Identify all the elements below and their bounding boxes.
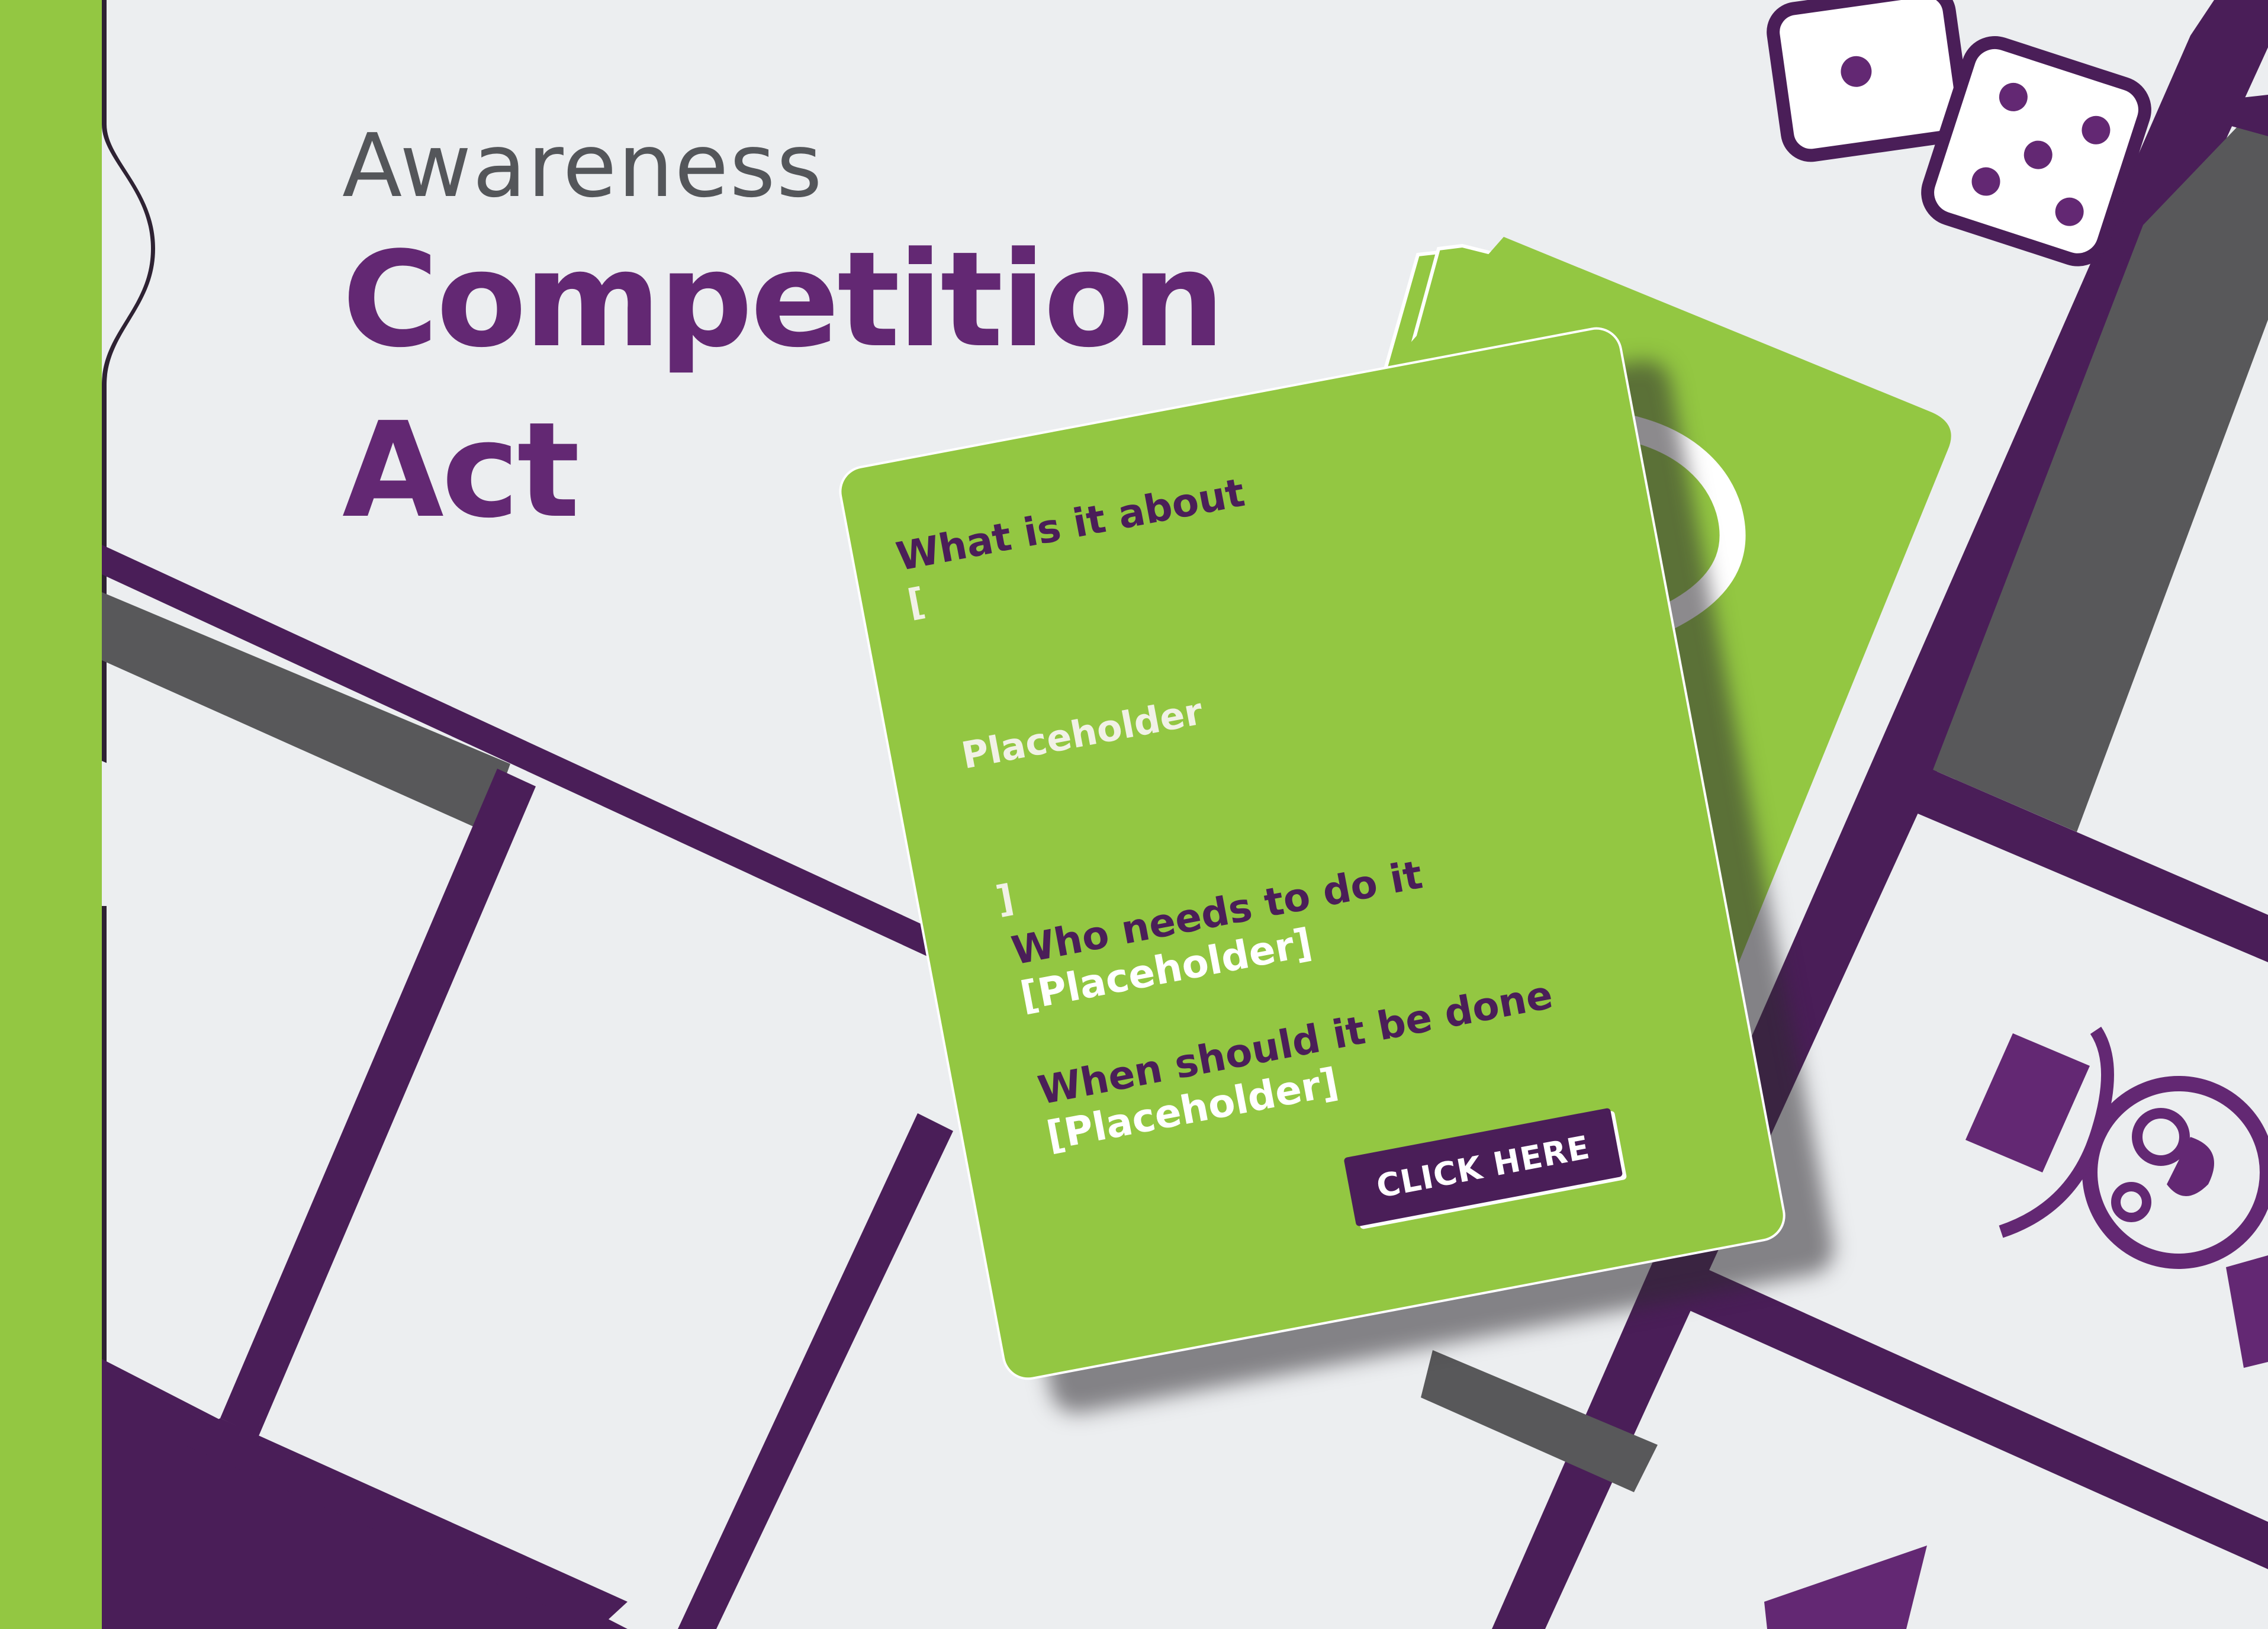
info-card: What is it about [ Placeholder ] Who nee… bbox=[835, 323, 1790, 1384]
top-hat-icon bbox=[1965, 1026, 2268, 1368]
question-what-close-bracket: ] bbox=[992, 876, 1018, 922]
page-title: Awareness Competition Act bbox=[342, 115, 1225, 554]
page-title-line-1: Competition bbox=[342, 224, 1225, 377]
question-what-open-bracket: [ bbox=[904, 579, 929, 625]
page-title-line-2: Act bbox=[342, 394, 580, 547]
board-track-upper bbox=[102, 545, 1036, 1629]
question-what-answer: Placeholder bbox=[958, 689, 1207, 777]
page-subtitle: Awareness bbox=[342, 115, 823, 217]
dice-icon bbox=[1767, 0, 2151, 266]
question-what-label: What is it about bbox=[892, 469, 1249, 580]
click-here-button[interactable]: CLICK HERE bbox=[1343, 1107, 1623, 1227]
arrow-icon bbox=[1764, 1546, 1927, 1629]
side-rail bbox=[0, 0, 102, 1629]
